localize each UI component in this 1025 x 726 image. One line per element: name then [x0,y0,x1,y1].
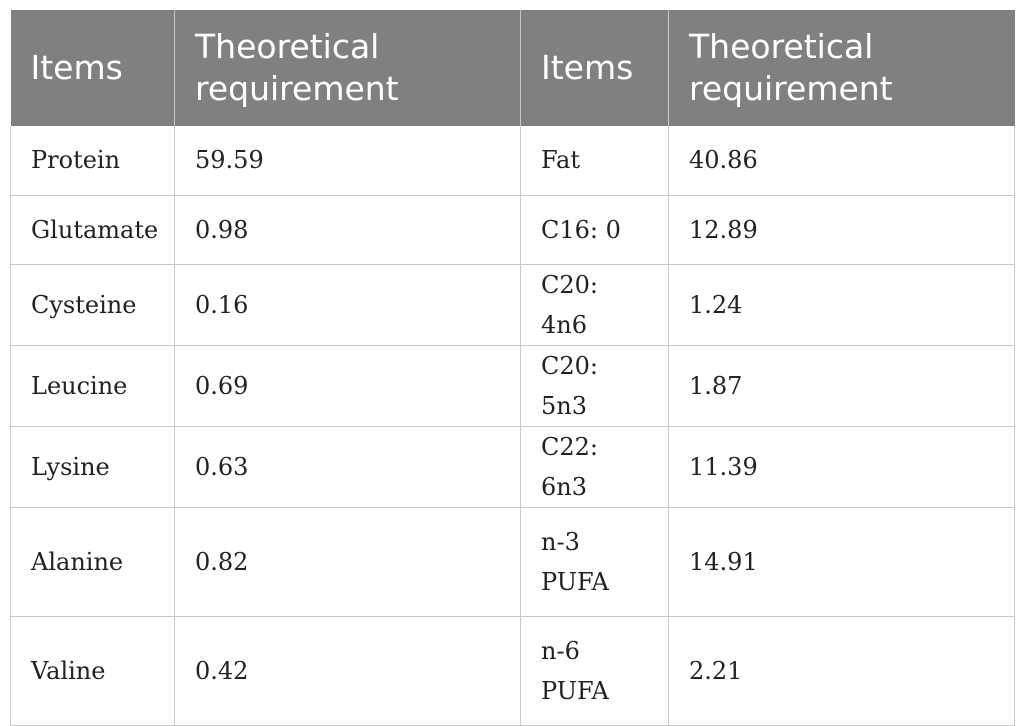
table-row: Cysteine 0.16 C20: 4n6 1.24 [10,264,1015,346]
fatty-acid-value: 14.91 [668,507,1015,617]
fatty-acid-name: C20: 5n3 [520,345,669,427]
amino-acid-value: 0.16 [174,264,521,346]
amino-acid-name: Glutamate [10,195,175,265]
fatty-acid-value: 11.39 [668,426,1015,508]
fatty-acid-name: C20: 4n6 [520,264,669,346]
amino-acid-value: 0.98 [174,195,521,265]
amino-acid-value: 59.59 [174,126,521,196]
table-header: Items Theoretical requirement Items Theo… [10,10,1015,126]
header-requirement-right: Theoretical requirement [668,10,1015,126]
amino-acid-name: Protein [10,126,175,196]
amino-acid-name: Leucine [10,345,175,427]
table-row: Leucine 0.69 C20: 5n3 1.87 [10,345,1015,427]
amino-acid-value: 0.69 [174,345,521,427]
amino-acid-name: Alanine [10,507,175,617]
fatty-acid-name: C22: 6n3 [520,426,669,508]
header-row: Items Theoretical requirement Items Theo… [10,10,1015,126]
table-row: Alanine 0.82 n-3 PUFA 14.91 [10,507,1015,617]
amino-acid-name: Lysine [10,426,175,508]
header-items-left: Items [10,10,175,126]
table-body: Protein 59.59 Fat 40.86 Glutamate 0.98 C… [10,126,1015,726]
fatty-acid-name: Fat [520,126,669,196]
fatty-acid-value: 12.89 [668,195,1015,265]
table-row: Protein 59.59 Fat 40.86 [10,126,1015,196]
fatty-acid-value: 40.86 [668,126,1015,196]
fatty-acid-name: n-6 PUFA [520,616,669,726]
header-items-right: Items [520,10,669,126]
fatty-acid-name: n-3 PUFA [520,507,669,617]
fatty-acid-value: 1.87 [668,345,1015,427]
table-row: Lysine 0.63 C22: 6n3 11.39 [10,426,1015,508]
fatty-acid-name: C16: 0 [520,195,669,265]
table-row: Glutamate 0.98 C16: 0 12.89 [10,195,1015,265]
amino-acid-name: Valine [10,616,175,726]
amino-acid-value: 0.42 [174,616,521,726]
amino-acid-value: 0.63 [174,426,521,508]
nutrient-requirement-table: Items Theoretical requirement Items Theo… [10,10,1015,726]
table-row: Valine 0.42 n-6 PUFA 2.21 [10,616,1015,726]
amino-acid-value: 0.82 [174,507,521,617]
fatty-acid-value: 1.24 [668,264,1015,346]
header-requirement-left: Theoretical requirement [174,10,521,126]
fatty-acid-value: 2.21 [668,616,1015,726]
amino-acid-name: Cysteine [10,264,175,346]
nutrient-requirement-table-container: Items Theoretical requirement Items Theo… [10,10,1015,726]
